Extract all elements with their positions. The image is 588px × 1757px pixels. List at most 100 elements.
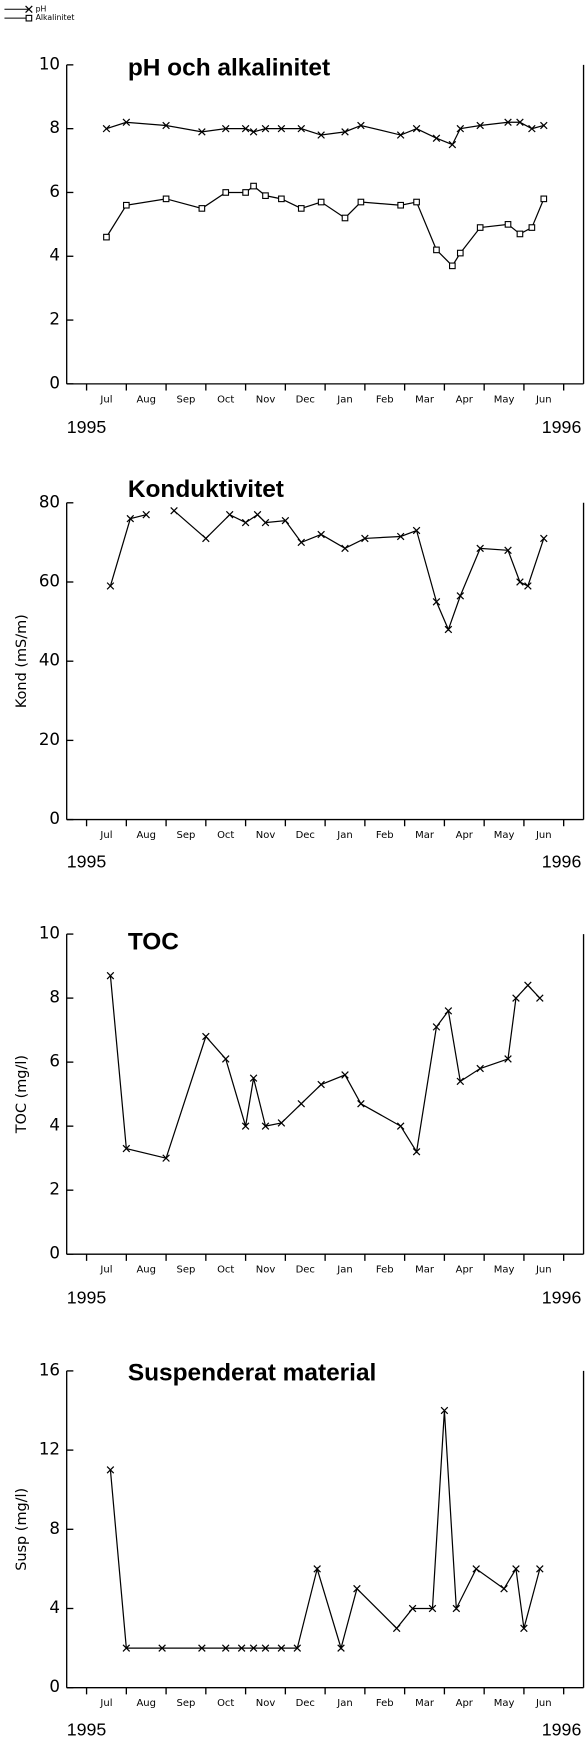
marker <box>540 121 548 130</box>
series-line <box>109 1410 541 1651</box>
x-tick-label: Dec <box>296 1698 315 1709</box>
y-tick-label: 20 <box>39 730 60 749</box>
y-tick-label: 12 <box>39 1440 60 1459</box>
marker <box>317 131 325 139</box>
marker <box>432 134 441 142</box>
marker <box>357 1099 365 1108</box>
marker <box>277 1119 286 1127</box>
marker <box>449 262 456 270</box>
x-tick-label: Apr <box>456 1698 474 1709</box>
x-tick-label: Dec <box>296 830 315 841</box>
marker <box>261 1644 270 1652</box>
marker <box>456 592 465 600</box>
x-tick-label: Sep <box>177 1698 196 1709</box>
marker <box>476 224 484 231</box>
marker <box>540 195 548 203</box>
marker <box>317 1080 325 1089</box>
x-tick-label: Mar <box>415 830 435 841</box>
marker <box>413 198 420 206</box>
x-tick-label: Aug <box>136 394 156 405</box>
marker <box>122 1144 131 1153</box>
marker <box>476 1064 484 1073</box>
y-tick-label: 4 <box>49 1598 60 1617</box>
marker <box>249 1074 258 1082</box>
marker <box>237 1644 246 1652</box>
marker <box>504 221 512 228</box>
x-tick-label: Sep <box>177 1265 196 1276</box>
y-tick-label: 10 <box>39 54 60 73</box>
y-tick-label: 4 <box>49 246 60 265</box>
x-tick-label: Jul <box>99 1265 112 1276</box>
x-tick-label: Sep <box>177 394 196 405</box>
x-tick-label: Jan <box>336 394 352 405</box>
marker <box>106 582 115 590</box>
chart-panel: TOC TOC (mg/l) 0 2 4 6 8 10 Jul Aug Sep Oct Nov Dec Ja… <box>14 924 585 1307</box>
x-tick-label: Jan <box>336 830 352 841</box>
x-tick-label: Jul <box>99 394 112 405</box>
marker <box>397 201 404 209</box>
x-tick-label: Feb <box>376 1265 394 1276</box>
marker <box>341 214 349 222</box>
marker <box>262 192 269 199</box>
marker <box>516 230 524 238</box>
marker <box>341 128 349 136</box>
x-tick-label: Feb <box>376 830 394 841</box>
marker <box>412 1147 421 1156</box>
y-tick-label: 60 <box>39 571 60 590</box>
x-tick-label: Oct <box>217 1265 234 1276</box>
marker <box>432 598 441 606</box>
marker <box>504 118 512 127</box>
x-tick-label: Mar <box>415 1265 435 1276</box>
x-tick-label: Apr <box>456 394 474 405</box>
y-tick-label: 16 <box>39 1360 60 1379</box>
y-tick-label: 0 <box>49 373 60 392</box>
x-tick-label: Dec <box>296 394 315 405</box>
marker <box>297 538 306 547</box>
marker <box>341 1071 349 1079</box>
marker <box>361 534 369 543</box>
y-tick-label: 6 <box>49 182 60 201</box>
marker <box>412 124 421 133</box>
x-tick-label: Jun <box>535 394 552 405</box>
marker <box>536 994 544 1002</box>
marker <box>162 1154 170 1162</box>
marker <box>241 1122 250 1130</box>
marker <box>202 534 210 543</box>
marker <box>277 1644 286 1652</box>
y-axis-label: Kond (mS/m) <box>14 614 30 708</box>
year-label: 1995 <box>67 417 107 437</box>
marker <box>198 1644 206 1652</box>
marker <box>516 578 524 586</box>
year-label: 1996 <box>542 417 582 437</box>
marker <box>221 1644 230 1652</box>
marker <box>448 140 457 149</box>
marker <box>261 124 270 133</box>
x-tick-label: Feb <box>376 1698 394 1709</box>
marker <box>504 546 512 555</box>
chart-title: Suspenderat material <box>128 1360 377 1387</box>
x-tick-label: Feb <box>376 394 394 405</box>
marker <box>249 128 258 136</box>
x-tick-label: Dec <box>296 1265 315 1276</box>
x-tick-label: May <box>494 394 515 405</box>
x-tick-label: Nov <box>256 1265 276 1276</box>
x-tick-label: Jan <box>336 1265 352 1276</box>
marker <box>317 198 325 206</box>
marker <box>242 189 249 196</box>
x-tick-label: Nov <box>256 1698 276 1709</box>
x-tick-label: Oct <box>217 830 234 841</box>
marker <box>250 182 257 190</box>
y-tick-label: 0 <box>49 1677 60 1696</box>
legend-marker <box>25 14 33 22</box>
x-tick-label: Sep <box>177 830 196 841</box>
marker <box>432 1023 441 1031</box>
marker <box>528 224 536 231</box>
marker <box>122 118 131 127</box>
marker <box>198 205 206 212</box>
marker <box>162 121 170 130</box>
y-tick-label: 8 <box>49 988 60 1007</box>
marker <box>500 1584 508 1593</box>
marker <box>357 198 365 206</box>
marker <box>512 1565 520 1573</box>
